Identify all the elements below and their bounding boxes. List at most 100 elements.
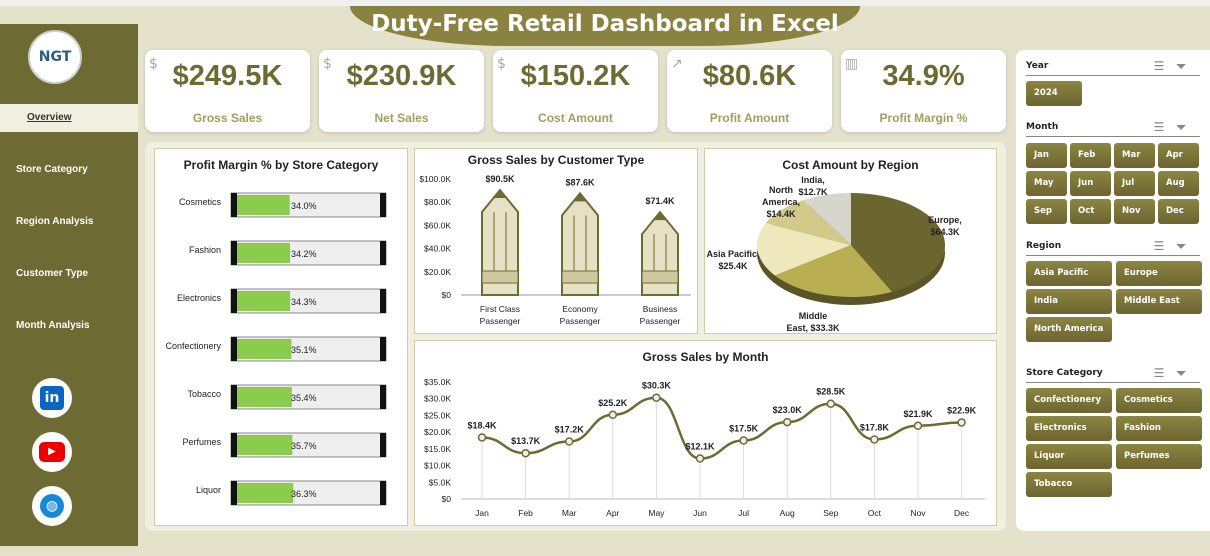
kpi-label: Profit Amount <box>709 111 790 125</box>
category-label: Tobacco <box>187 389 221 399</box>
slicer-item-fashion[interactable]: Fashion <box>1116 416 1202 441</box>
data-point <box>477 433 487 442</box>
month-slicer-header: Month ☰⏷ <box>1026 117 1200 137</box>
data-point <box>913 421 923 431</box>
data-label: 34.2% <box>291 249 317 259</box>
nav-store-category[interactable]: Store Category <box>16 164 88 175</box>
data-label: 36.3% <box>291 489 317 499</box>
slicer-item-oct[interactable]: Oct <box>1070 199 1111 224</box>
data-label: $30.3K <box>642 381 672 391</box>
region-slicer-header: Region ☰⏷ <box>1026 236 1200 256</box>
y-tick-label: $20.0K <box>424 427 451 437</box>
clear-filter-icon[interactable]: ⏷ <box>1176 239 1198 253</box>
slicer-item-2024[interactable]: 2024 <box>1026 81 1082 106</box>
multi-select-icon[interactable]: ☰ <box>1153 239 1177 253</box>
nav-customer-type[interactable]: Customer Type <box>16 268 89 279</box>
slicer-item-middle-east[interactable]: Middle East <box>1116 289 1202 314</box>
chart-title: Gross Sales by Month <box>642 350 769 364</box>
category-label: Liquor <box>196 485 221 495</box>
data-point <box>564 437 574 446</box>
kpi-value: $80.6K <box>702 60 797 92</box>
nav-month-analysis[interactable]: Month Analysis <box>16 320 90 331</box>
y-tick-label: $80.0K <box>424 197 451 207</box>
bar-cap <box>380 481 386 505</box>
year-slicer-header: Year ☰⏷ <box>1026 56 1200 76</box>
data-label: 35.1% <box>291 345 317 355</box>
slicer-item-nov[interactable]: Nov <box>1114 199 1155 224</box>
slicer-item-confectionery[interactable]: Confectionery <box>1026 388 1112 413</box>
x-tick-label: Nov <box>910 508 926 518</box>
slicer-item-tobacco[interactable]: Tobacco <box>1026 472 1112 497</box>
pencil-tip <box>574 193 586 202</box>
data-label: $90.5K <box>485 174 515 184</box>
kpi-label: Profit Margin % <box>879 111 968 125</box>
slicer-item-aug[interactable]: Aug <box>1158 171 1199 196</box>
youtube-icon[interactable]: ▶ <box>32 432 72 472</box>
bar-cap <box>380 241 386 265</box>
nav-region-analysis[interactable]: Region Analysis <box>16 216 94 227</box>
bar-cap <box>380 193 386 217</box>
data-point <box>521 448 530 458</box>
slicer-item-cosmetics[interactable]: Cosmetics <box>1116 388 1202 413</box>
clear-filter-icon[interactable]: ⏷ <box>1176 120 1198 134</box>
kpi-label: Net Sales <box>374 111 429 125</box>
chart-title: Cost Amount by Region <box>782 158 919 172</box>
globe-icon[interactable]: ◍ <box>32 486 72 526</box>
y-tick-label: $30.0K <box>424 394 451 404</box>
multi-select-icon[interactable]: ☰ <box>1153 366 1177 380</box>
bar-cap <box>231 289 237 313</box>
pencil-band <box>481 270 519 284</box>
clear-filter-icon[interactable]: ⏷ <box>1176 366 1198 380</box>
y-tick-label: $20.0K <box>424 267 451 277</box>
slicer-item-jul[interactable]: Jul <box>1114 171 1155 196</box>
slicer-item-europe[interactable]: Europe <box>1116 261 1202 286</box>
linkedin-icon[interactable]: in <box>32 378 72 418</box>
slicer-item-perfumes[interactable]: Perfumes <box>1116 444 1202 469</box>
slicer-item-jan[interactable]: Jan <box>1026 143 1067 168</box>
slicer-item-feb[interactable]: Feb <box>1070 143 1111 168</box>
kpi-value: 34.9% <box>882 60 965 92</box>
slicer-item-sep[interactable]: Sep <box>1026 199 1067 224</box>
x-tick-label: Jul <box>738 508 749 518</box>
data-label: 34.3% <box>291 297 317 307</box>
slicer-item-liquor[interactable]: Liquor <box>1026 444 1112 469</box>
slicer-item-asia-pacific[interactable]: Asia Pacific <box>1026 261 1112 286</box>
sidebar: NGT Overview Store Category Region Analy… <box>0 24 138 546</box>
nav-overview[interactable]: Overview <box>0 104 138 132</box>
kpi-gross-sales: $ $249.5K Gross Sales <box>145 50 310 132</box>
slicer-item-electronics[interactable]: Electronics <box>1026 416 1112 441</box>
kpi-profit-amount: ↗ $80.6K Profit Amount <box>667 50 832 132</box>
category-label: Cosmetics <box>179 197 222 207</box>
y-tick-label: $0 <box>442 494 452 504</box>
slicer-item-north-america[interactable]: North America <box>1026 317 1112 342</box>
bar-cap <box>231 481 237 505</box>
bar <box>237 195 290 215</box>
x-tick-label: First Class <box>480 304 520 314</box>
pie-slice <box>765 200 851 245</box>
pie-slice <box>757 223 851 276</box>
multi-select-icon[interactable]: ☰ <box>1153 59 1177 73</box>
data-point <box>782 417 792 427</box>
chart-title: Profit Margin % by Store Category <box>183 158 379 172</box>
x-tick-label: Dec <box>954 508 970 518</box>
slicer-title: Store Category <box>1026 368 1103 378</box>
data-label: 35.7% <box>291 441 317 451</box>
slicer-item-india[interactable]: India <box>1026 289 1112 314</box>
data-label: $28.5K <box>816 387 846 397</box>
slicer-item-dec[interactable]: Dec <box>1158 199 1199 224</box>
slicer-item-mar[interactable]: Mar <box>1114 143 1155 168</box>
y-tick-label: $10.0K <box>424 461 451 471</box>
multi-select-icon[interactable]: ☰ <box>1153 120 1177 134</box>
data-label: $23.0K <box>773 405 803 415</box>
bar-cap <box>231 385 237 409</box>
slicer-item-jun[interactable]: Jun <box>1070 171 1111 196</box>
data-point <box>826 399 836 408</box>
slicer-item-may[interactable]: May <box>1026 171 1067 196</box>
category-label: Fashion <box>189 245 221 255</box>
chart-icon: ▥ <box>845 56 859 72</box>
x-tick-label: Oct <box>868 508 882 518</box>
kpi-value: $230.9K <box>346 60 457 92</box>
monthly-sales-chart: Gross Sales by Month $0 $5.0K $10.0K $15.0K… <box>414 340 997 526</box>
clear-filter-icon[interactable]: ⏷ <box>1176 59 1198 73</box>
slicer-item-apr[interactable]: Apr <box>1158 143 1199 168</box>
